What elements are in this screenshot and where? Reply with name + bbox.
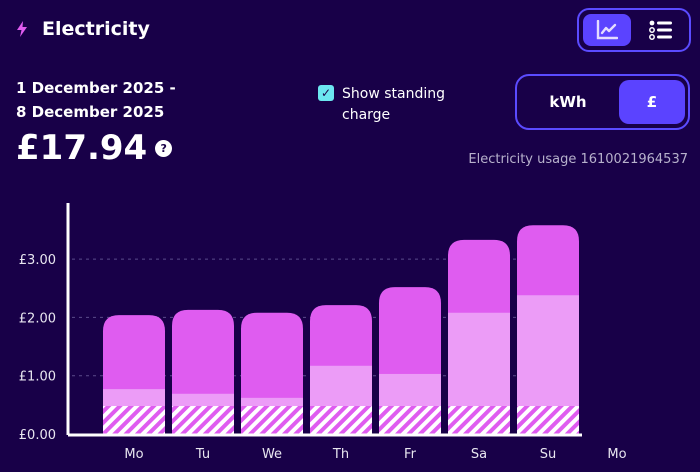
checkbox-checked-icon[interactable]: ✓ (318, 85, 334, 101)
x-tick-label: Mo (607, 447, 626, 462)
bar-segment-usage-light (379, 373, 441, 407)
bar-segment-usage-light (103, 389, 165, 407)
bar-segment-standing-charge (103, 406, 165, 434)
unit-pound-button[interactable]: £ (619, 80, 685, 124)
date-end: 8 December 2025 (16, 103, 165, 121)
bar-segment-usage-light (448, 312, 510, 407)
x-tick-label: We (262, 447, 282, 462)
usage-meter-label: Electricity usage 1610021964537 (468, 152, 688, 167)
list-icon (649, 20, 672, 40)
bar-segment-usage-light (172, 393, 234, 407)
y-tick-label: £0.00 (19, 428, 56, 443)
x-tick-label: Tu (195, 447, 210, 462)
unit-toggle: kWh £ (515, 74, 690, 130)
bar-fr (379, 287, 441, 434)
bar-segment-usage-light (241, 397, 303, 407)
unit-kwh-button[interactable]: kWh (549, 93, 587, 111)
bar-segment-usage-light (517, 295, 579, 407)
lightning-bolt-icon (17, 21, 27, 37)
bar-segment-standing-charge (517, 406, 579, 434)
chart-view-button[interactable] (583, 14, 631, 46)
x-tick-label: Fr (404, 447, 417, 462)
bar-segment-usage-light (310, 365, 372, 407)
total-value: £17.94 (16, 128, 148, 168)
bar-we (241, 312, 303, 434)
line-chart-icon (596, 20, 618, 40)
list-view-button[interactable] (637, 14, 685, 46)
x-tick-label: Sa (471, 447, 487, 462)
date-range: 1 December 2025 - 8 December 2025 (16, 76, 176, 124)
date-start: 1 December 2025 - (16, 79, 176, 97)
bar-su (517, 225, 579, 434)
standing-charge-checkbox[interactable]: ✓ Show standing charge (318, 84, 462, 126)
bar-segment-standing-charge (172, 406, 234, 434)
x-tick-label: Th (332, 447, 349, 462)
view-toggle (577, 8, 691, 52)
page-title: Electricity (16, 18, 150, 40)
title-text: Electricity (42, 18, 150, 40)
total-cost: £17.94 ? (16, 128, 173, 168)
usage-bar-chart: £0.00 £1.00 £2.00 £3.00 Mo Tu We Th Fr Sa Su Mo (19, 203, 627, 462)
y-tick-label: £3.00 (19, 253, 56, 268)
y-tick-label: £1.00 (19, 370, 56, 385)
help-icon[interactable]: ? (155, 139, 173, 157)
bar-mo (103, 315, 165, 434)
bar-th (310, 305, 372, 434)
bar-tu (172, 309, 234, 434)
x-tick-label: Mo (124, 447, 143, 462)
x-tick-label: Su (540, 447, 557, 462)
bar-segment-standing-charge (379, 406, 441, 434)
bar-segment-standing-charge (448, 406, 510, 434)
bar-segment-standing-charge (310, 406, 372, 434)
standing-charge-label: Show standing charge (342, 86, 445, 123)
y-tick-label: £2.00 (19, 311, 56, 326)
bar-sa (448, 239, 510, 434)
bar-segment-standing-charge (241, 406, 303, 434)
